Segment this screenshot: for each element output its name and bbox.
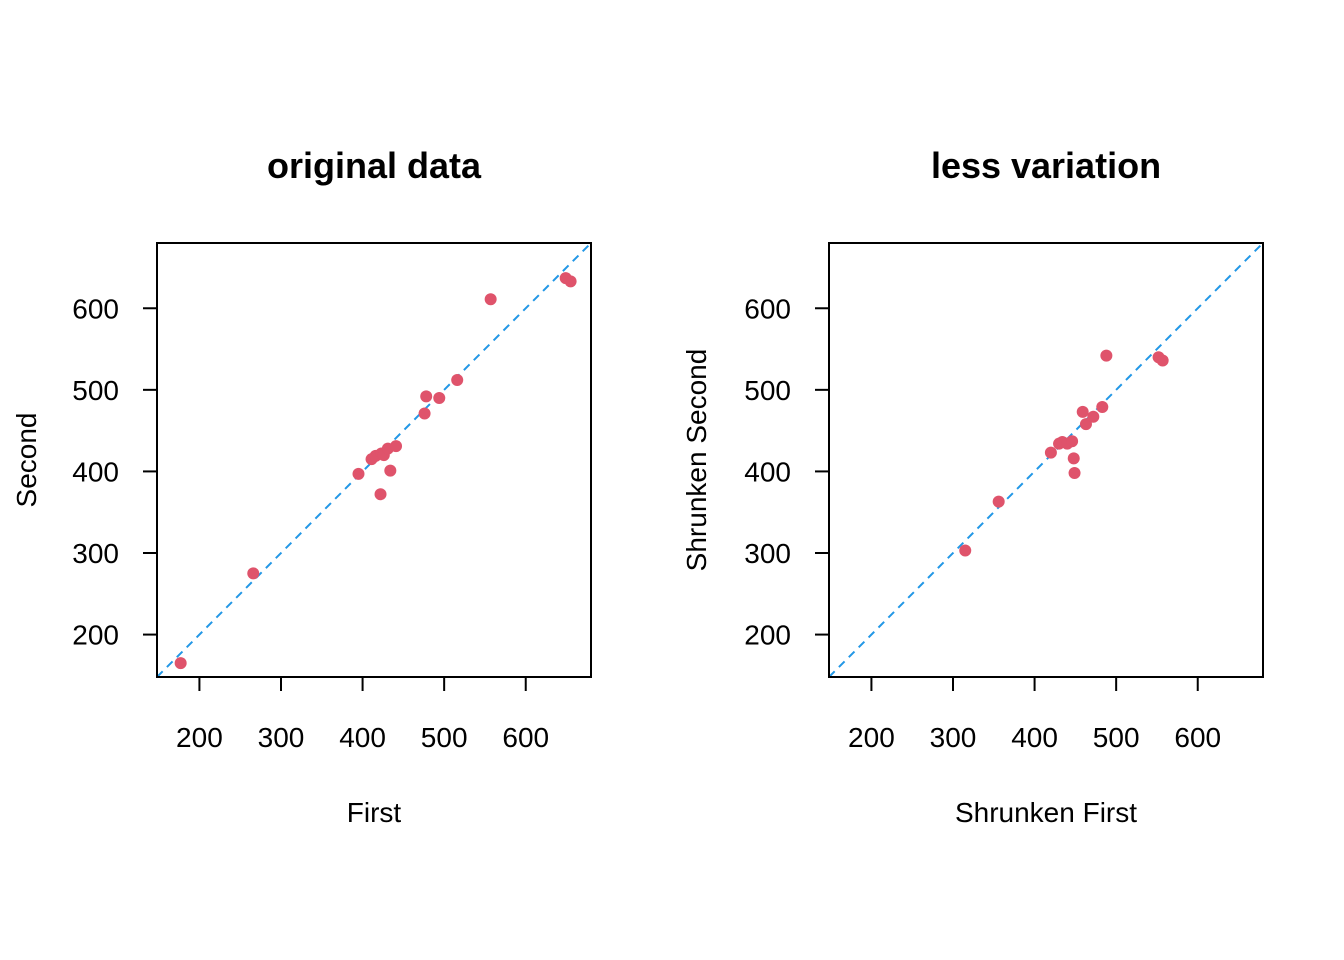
x-tick-label: 200 [848,722,895,753]
reference-line [828,242,1264,678]
data-point [384,464,397,477]
x-tick-label: 300 [258,722,305,753]
y-tick-label: 400 [744,456,791,487]
data-point [247,567,260,580]
data-point [1079,418,1092,431]
chart-title: less variation [931,145,1161,186]
x-tick-label: 400 [1011,722,1058,753]
y-axis: 200 300 400 500 600 [72,293,157,651]
x-tick-label: 500 [1093,722,1140,753]
data-point [352,467,365,480]
x-axis-label: First [347,797,402,828]
y-tick-label: 500 [72,375,119,406]
data-points [959,349,1169,557]
x-tick-label: 400 [339,722,386,753]
y-tick-label: 200 [744,620,791,651]
y-tick-label: 400 [72,456,119,487]
data-point [959,544,972,557]
data-point [992,495,1005,508]
y-tick-label: 600 [744,293,791,324]
plot-frame [828,242,1264,678]
data-point [1096,400,1109,413]
data-point [1087,410,1100,423]
y-axis-label: Second [11,413,42,508]
data-point [390,440,403,453]
y-tick-label: 600 [72,293,119,324]
y-tick-label: 200 [72,620,119,651]
plot-frame [156,242,592,678]
data-point [420,390,433,403]
data-point [451,374,464,387]
data-point [1100,349,1113,362]
y-axis-label: Shrunken Second [681,349,712,572]
data-point [1068,467,1081,480]
y-tick-label: 300 [744,538,791,569]
data-point [484,293,497,306]
y-axis: 200 300 400 500 600 [744,293,829,651]
x-tick-label: 600 [502,722,549,753]
data-point [1076,405,1089,418]
data-point [564,275,577,288]
data-points [174,272,577,670]
x-tick-label: 300 [930,722,977,753]
x-tick-label: 600 [1174,722,1221,753]
data-point [1044,446,1057,459]
data-point [1156,354,1169,367]
data-point [418,407,431,420]
chart-title: original data [267,145,482,186]
x-tick-label: 500 [421,722,468,753]
x-axis-label: Shrunken First [955,797,1137,828]
y-tick-label: 300 [72,538,119,569]
data-point [1066,435,1079,448]
data-point [1067,452,1080,465]
data-point [174,657,187,670]
x-axis: 200 300 400 500 600 [176,677,549,753]
x-tick-label: 200 [176,722,223,753]
x-axis: 200 300 400 500 600 [848,677,1221,753]
y-tick-label: 500 [744,375,791,406]
data-point [433,392,446,404]
reference-line [156,242,592,678]
panel-original-data: original data First Second 200 300 400 5… [11,145,592,828]
data-point [374,488,387,501]
panel-less-variation: less variation Shrunken First Shrunken S… [681,145,1264,828]
